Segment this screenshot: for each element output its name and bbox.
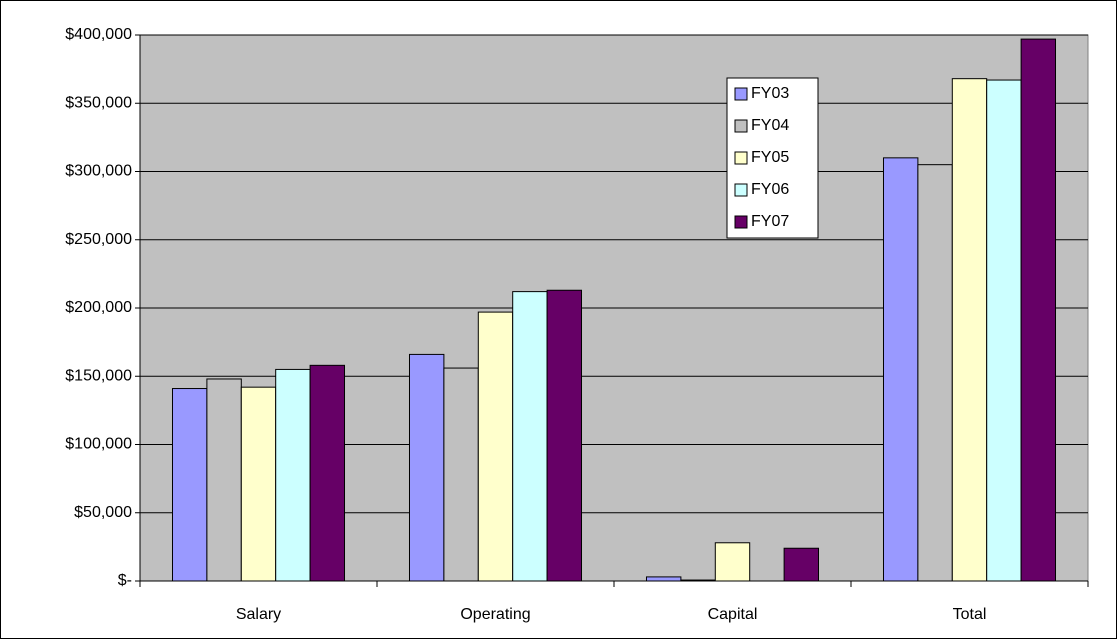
bar [171,388,208,582]
bar [783,547,820,582]
bar [309,364,346,582]
legend-label: FY06 [751,181,789,198]
bar [986,79,1022,582]
bar [951,78,988,582]
legend-box [726,77,819,239]
legend-swatch [734,119,748,133]
y-tick-label: $200,000 [65,299,132,316]
y-tick-label: $- [118,572,132,589]
x-tick-label: Total [953,606,987,623]
x-tick-label: Capital [708,606,758,623]
bar [882,157,919,582]
bar [1020,38,1057,582]
bar [680,579,716,582]
y-tick-label: $50,000 [74,504,132,521]
x-tick-label: Operating [460,606,530,623]
y-tick-label: $300,000 [65,163,132,180]
bar [917,164,953,582]
bar [512,291,548,582]
legend-swatch [734,87,748,101]
legend-swatch [734,151,748,165]
y-tick-label: $250,000 [65,231,132,248]
y-tick-label: $150,000 [65,367,132,384]
bar [275,368,311,582]
bar [546,289,583,582]
y-tick-label: $400,000 [65,26,132,43]
legend-swatch [734,183,748,197]
bar [240,386,277,582]
bar [714,542,751,582]
bar [477,311,514,582]
legend-label: FY07 [751,213,789,230]
bar [645,576,682,582]
legend-label: FY05 [751,149,789,166]
bar [206,378,242,582]
y-tick-label: $350,000 [65,94,132,111]
y-tick-label: $100,000 [65,436,132,453]
bar [408,353,445,582]
bar [443,367,479,582]
legend-label: FY03 [751,85,789,102]
legend-swatch [734,215,748,229]
x-tick-label: Salary [236,606,281,623]
legend-label: FY04 [751,117,789,134]
